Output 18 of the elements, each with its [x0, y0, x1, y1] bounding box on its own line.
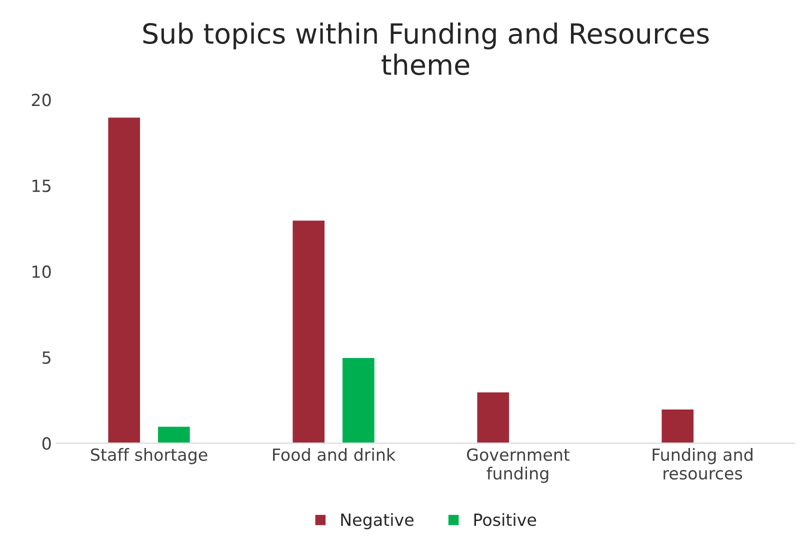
y-tick-label: 10 [32, 265, 51, 278]
x-tick-label: Government funding [466, 448, 570, 483]
bar [476, 390, 510, 444]
y-tick-label: 15 [32, 180, 50, 192]
y-tick-label: 5 [42, 352, 50, 364]
legend-label: Negative [341, 513, 414, 530]
bar [106, 116, 142, 444]
bar [660, 408, 695, 444]
chart-title: Sub topics within Funding and Resources theme [143, 22, 709, 76]
x-tick-label: Food and drink [273, 448, 396, 461]
y-tick-label: 0 [42, 437, 51, 450]
legend-label: Positive [474, 513, 536, 526]
y-tick-label: 20 [32, 94, 51, 106]
x-tick-label: Funding and resources [652, 448, 752, 480]
bar [341, 356, 376, 444]
bar [291, 219, 326, 444]
bar [156, 425, 192, 444]
x-tick-label: Staff shortage [91, 448, 208, 464]
